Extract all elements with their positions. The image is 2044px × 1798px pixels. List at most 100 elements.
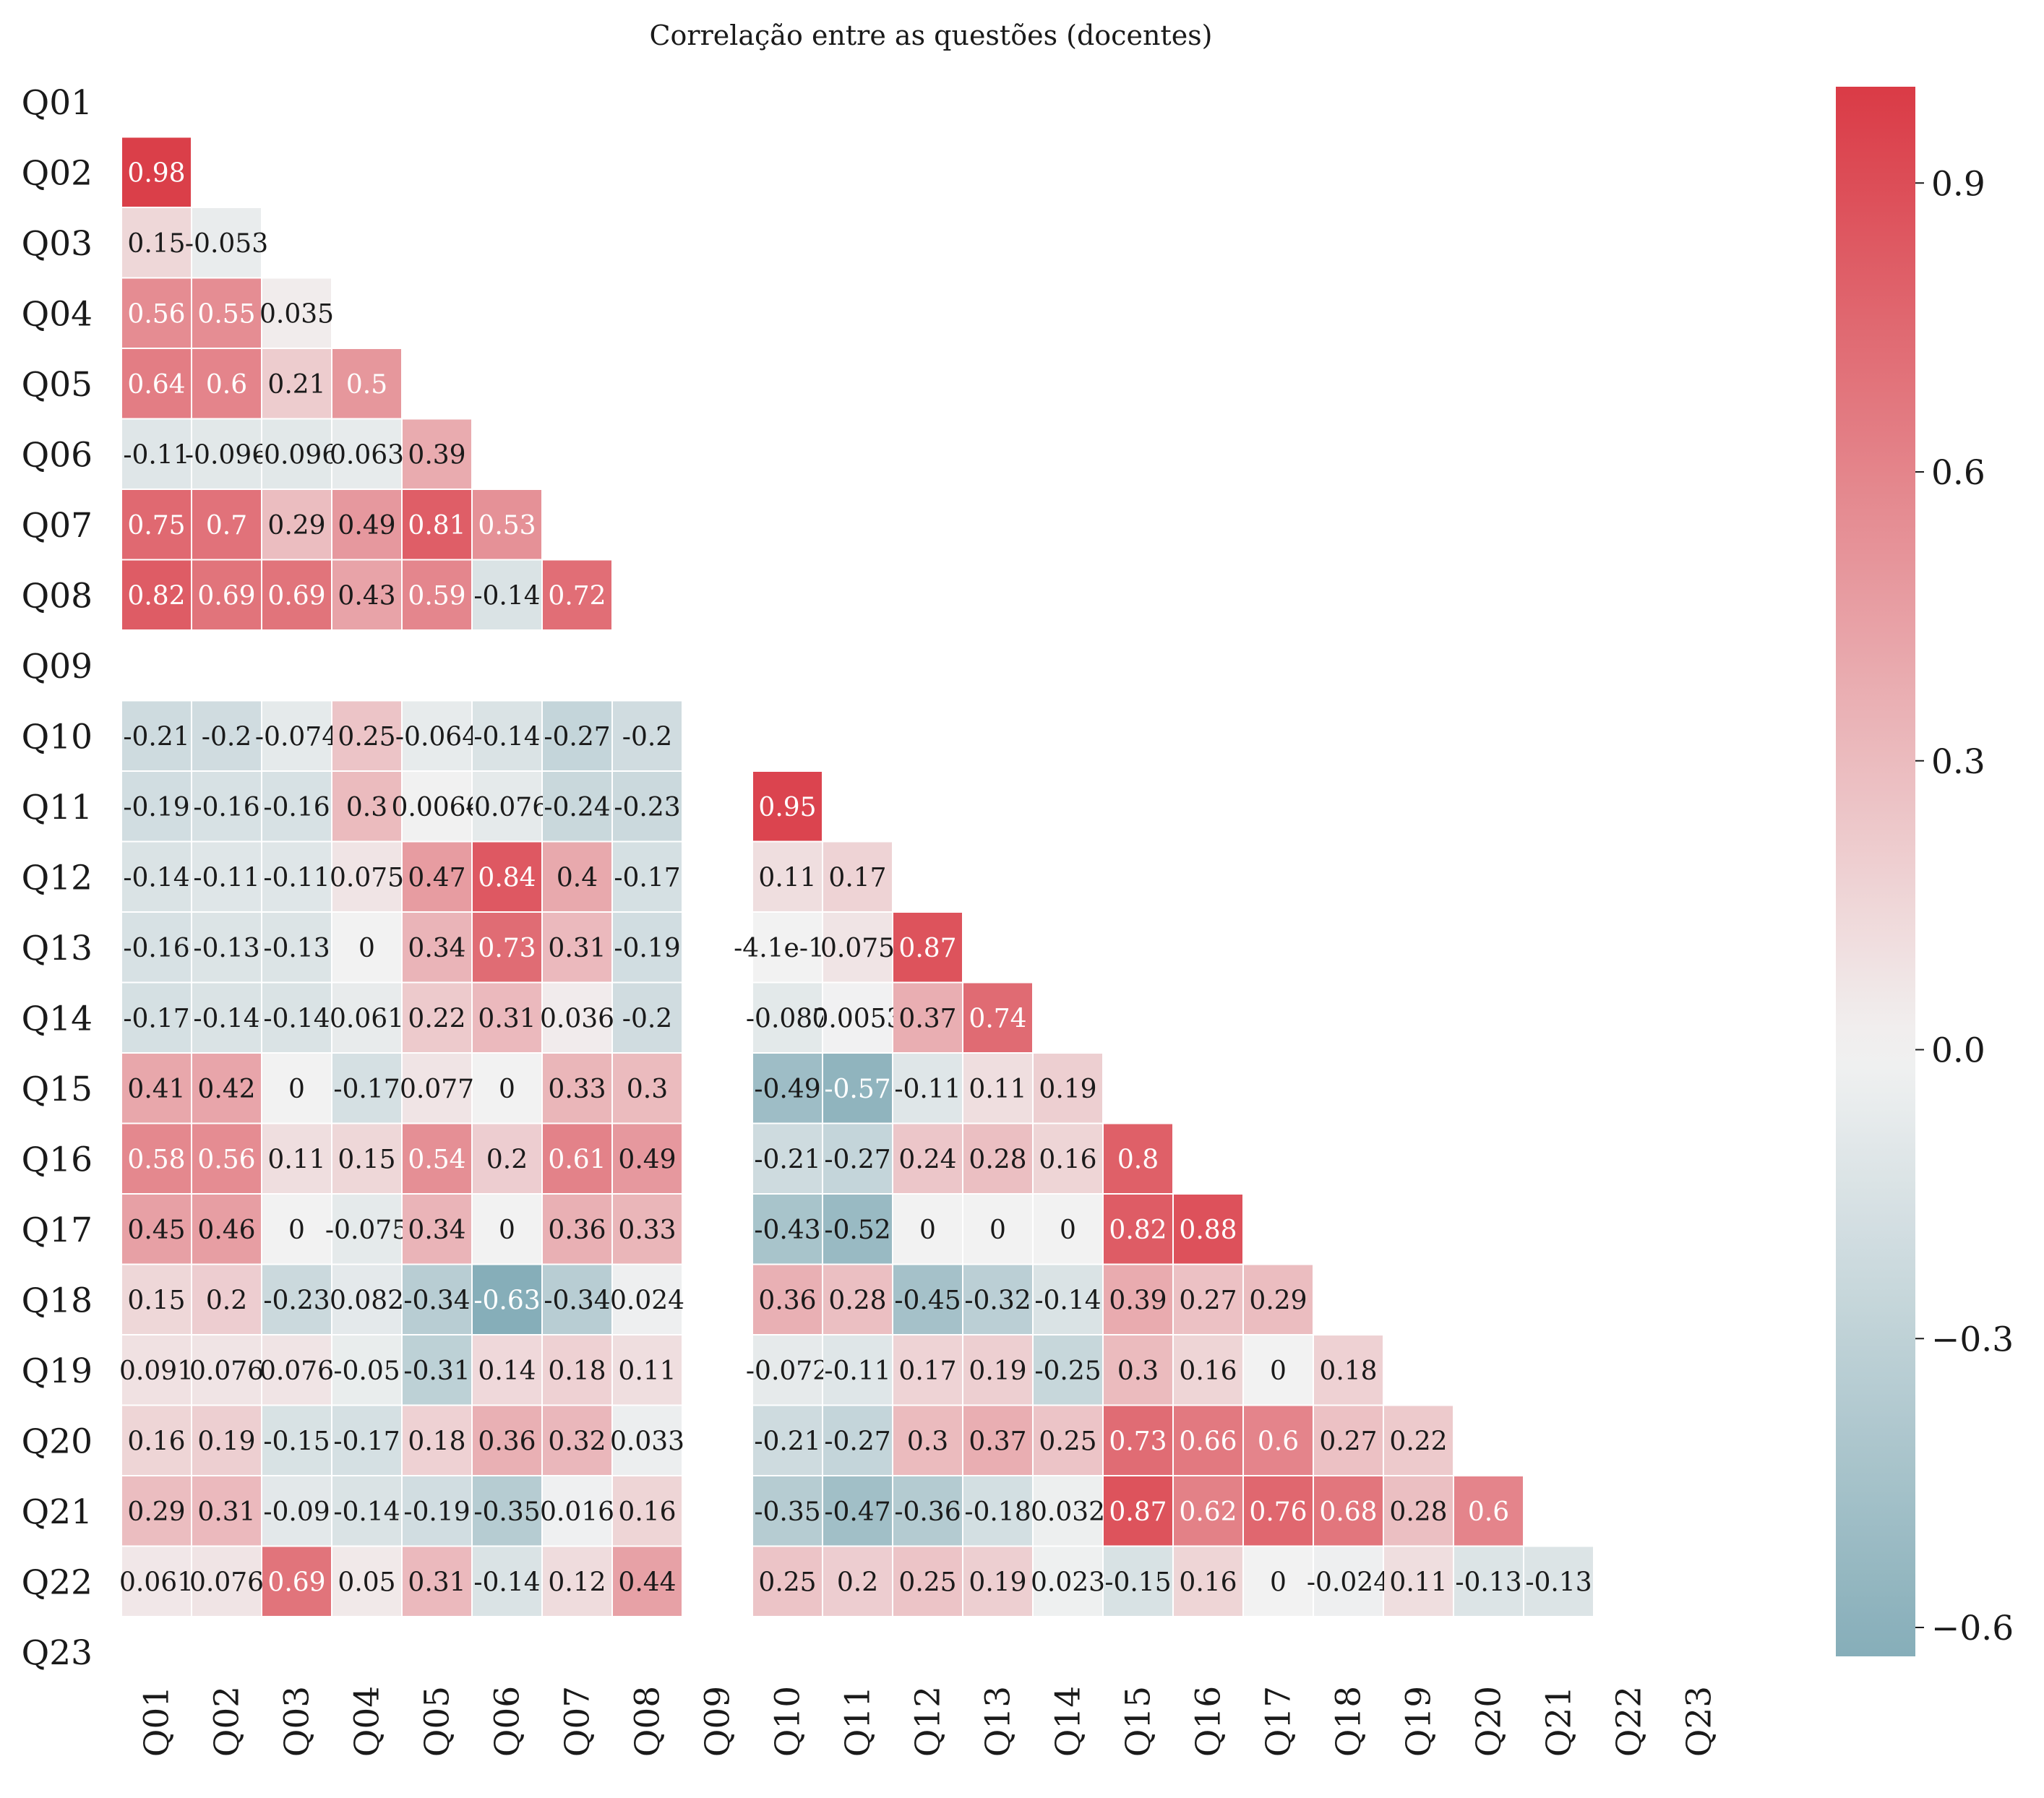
y-tick-label: Q07 (22, 506, 93, 546)
heatmap-cell: 0.016 (540, 1476, 614, 1546)
heatmap-cell-rect (192, 419, 261, 489)
heatmap-cell-label: -0.15 (1104, 1567, 1171, 1597)
heatmap-cell-rect (893, 1476, 962, 1546)
x-tick-label: Q17 (1259, 1686, 1299, 1757)
heatmap-cell-label: -0.14 (263, 1004, 330, 1033)
heatmap-cell-label: -0.19 (403, 1497, 470, 1527)
heatmap-cell-label: 0.69 (197, 581, 255, 611)
y-tick-label: Q03 (22, 224, 93, 264)
heatmap-cell-label: 0.36 (758, 1286, 816, 1315)
heatmap-cell-label: -0.024 (1307, 1567, 1390, 1597)
heatmap-cell-label: 0.18 (548, 1356, 606, 1386)
heatmap-cell-rect (543, 1406, 611, 1475)
heatmap-cell-rect (122, 1406, 191, 1475)
heatmap-cell: 0.036 (540, 983, 614, 1052)
heatmap-cell-rect (1454, 1476, 1523, 1546)
heatmap-cell-label: -0.34 (403, 1286, 470, 1315)
y-tick-label: Q15 (22, 1070, 93, 1109)
heatmap-cell: -0.35 (753, 1476, 822, 1546)
x-tick-label: Q19 (1399, 1686, 1439, 1757)
heatmap-cell: 0.05 (332, 1547, 401, 1616)
y-tick-label: Q01 (22, 83, 93, 123)
heatmap-cell: 0.076 (259, 1335, 334, 1405)
heatmap-cell: 0.11 (262, 1124, 331, 1193)
heatmap-cell-rect (543, 1547, 611, 1616)
heatmap-cell-rect (192, 1195, 261, 1264)
heatmap-cell-rect (262, 349, 331, 418)
heatmap-cell: -0.49 (753, 1054, 822, 1123)
heatmap-cell-rect (262, 842, 331, 911)
heatmap-cell-rect (893, 1406, 962, 1475)
heatmap-cell-rect (403, 983, 471, 1052)
heatmap-cell-rect (122, 208, 191, 278)
heatmap-cell-label: 0 (499, 1075, 515, 1104)
heatmap-cell-rect (122, 1124, 191, 1193)
heatmap-cell-label: 0.59 (408, 581, 465, 611)
heatmap-cell: 0.8 (1104, 1124, 1172, 1193)
heatmap-cell: -0.19 (122, 772, 191, 841)
heatmap-cell-label: 0.29 (127, 1497, 185, 1527)
heatmap-cell-rect (473, 1476, 541, 1546)
heatmap-cell-rect (122, 278, 191, 348)
heatmap-cell-rect (403, 701, 471, 770)
heatmap-cell: 0.61 (543, 1124, 611, 1193)
heatmap-cell: 0.16 (1174, 1335, 1242, 1405)
heatmap-cell-label: 0.45 (127, 1216, 185, 1245)
heatmap-cell-label: 0.16 (1179, 1567, 1237, 1597)
heatmap-cell-rect (332, 1335, 401, 1405)
heatmap-cell-label: 0 (288, 1216, 305, 1245)
heatmap-cell: 0.74 (963, 983, 1032, 1052)
heatmap-cell-label: 0.25 (1039, 1427, 1096, 1456)
heatmap-cell-rect (543, 1265, 611, 1334)
heatmap-cell-rect (1314, 1547, 1383, 1616)
heatmap-cell: 0.3 (613, 1054, 682, 1123)
heatmap-cell-rect (122, 913, 191, 982)
heatmap-cell-rect (262, 983, 331, 1052)
heatmap-cell-rect (332, 349, 401, 418)
y-tick-label: Q02 (22, 153, 93, 193)
heatmap-cell-label: -0.11 (824, 1356, 890, 1386)
heatmap-cell-label: 0.61 (548, 1145, 606, 1174)
heatmap-cell-label: 0.54 (408, 1145, 465, 1174)
heatmap-cell: -0.14 (192, 983, 261, 1052)
heatmap-cell: 0.32 (543, 1406, 611, 1475)
heatmap-cell-label: 0.24 (898, 1145, 956, 1174)
heatmap-cell: 0.29 (262, 490, 331, 559)
heatmap-cell-rect (332, 1195, 401, 1264)
heatmap-cell-rect (192, 842, 261, 911)
heatmap-cell-rect (963, 1054, 1032, 1123)
heatmap-cell-rect (192, 1054, 261, 1123)
heatmap-cell-label: -0.17 (123, 1004, 189, 1033)
colorbar-gradient (1836, 87, 1915, 1656)
heatmap-cell: -0.05 (332, 1335, 401, 1405)
heatmap-cell-rect (543, 1476, 611, 1546)
heatmap-cell-label: -0.21 (123, 722, 189, 752)
heatmap-cell: -0.15 (1104, 1547, 1172, 1616)
heatmap-cell-rect (1034, 1406, 1102, 1475)
heatmap-cell-rect (1174, 1547, 1242, 1616)
x-tick-label: Q23 (1680, 1686, 1719, 1757)
heatmap-cell: 0.55 (192, 278, 261, 348)
heatmap-cell: 0.88 (1174, 1195, 1242, 1264)
heatmap-cell: -0.63 (473, 1265, 541, 1334)
heatmap-cell-label: 0.44 (618, 1567, 676, 1597)
heatmap-cell-label: -0.064 (395, 722, 478, 752)
heatmap-cell: -0.52 (823, 1195, 892, 1264)
heatmap-cell-rect (1174, 1265, 1242, 1334)
heatmap-cell: -0.18 (963, 1476, 1032, 1546)
heatmap-cell-label: 0.27 (1179, 1286, 1237, 1315)
heatmap-cell-rect (1104, 1265, 1172, 1334)
heatmap-cell-rect (753, 1335, 822, 1405)
heatmap-cell-rect (473, 1195, 541, 1264)
heatmap-cell-label: 0.15 (338, 1145, 395, 1174)
heatmap-cell-label: -0.32 (964, 1286, 1031, 1315)
heatmap-cell-rect (192, 913, 261, 982)
heatmap-cell: 0.024 (610, 1265, 684, 1334)
x-tick-label: Q12 (909, 1686, 948, 1757)
heatmap-cell: 0.16 (1034, 1124, 1102, 1193)
heatmap-cell: 0.16 (1174, 1547, 1242, 1616)
heatmap-cell-rect (1104, 1476, 1172, 1546)
heatmap-cell-rect (122, 1265, 191, 1334)
heatmap-cell-label: -0.49 (754, 1075, 820, 1104)
heatmap-cell: 0.47 (403, 842, 471, 911)
